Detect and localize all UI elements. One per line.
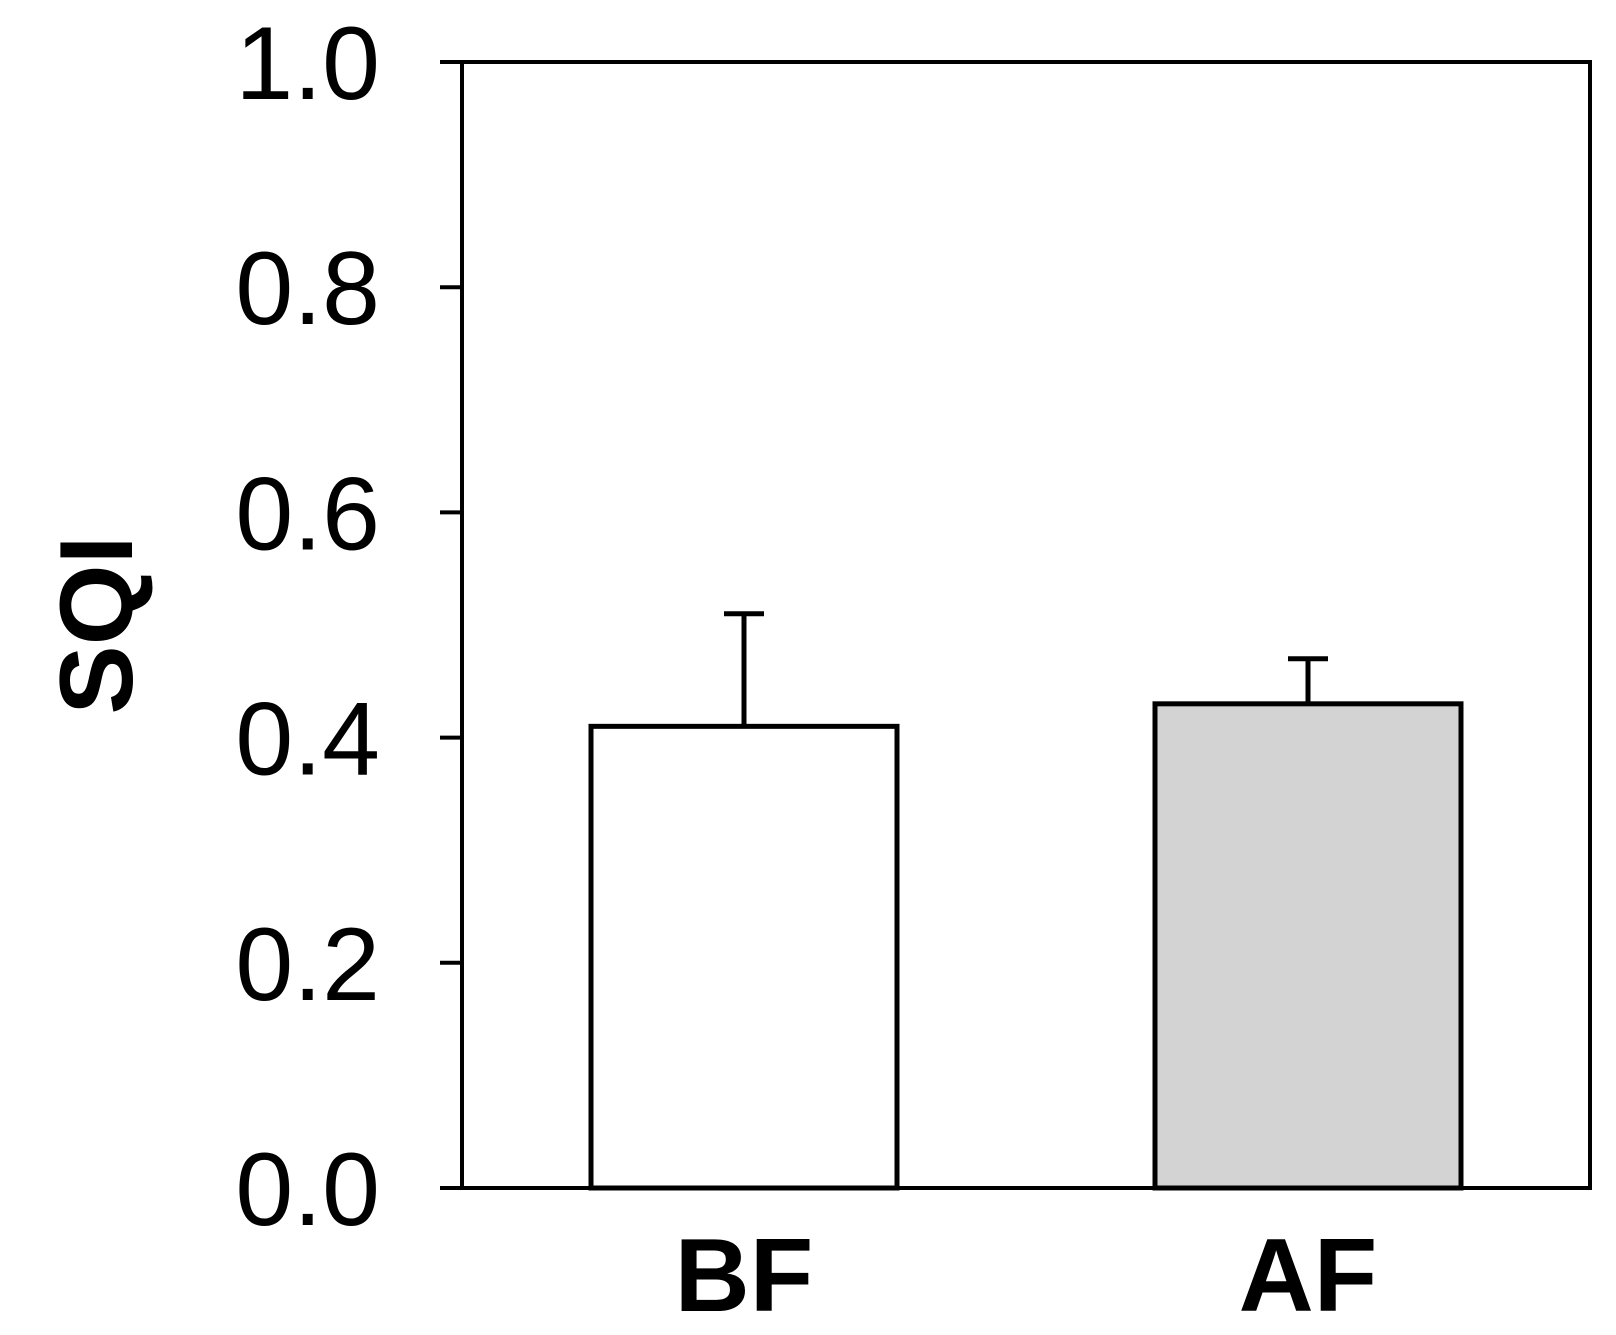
y-axis-ticks: 0.0 0.2 0.4 0.6 0.8 1.0 (235, 6, 462, 1248)
y-tick-label: 1.0 (235, 6, 380, 122)
category-label-bf: BF (675, 1218, 814, 1334)
x-axis-labels: BF AF (675, 1218, 1378, 1334)
y-tick-label: 0.2 (235, 907, 380, 1023)
y-tick-label: 0.0 (235, 1132, 380, 1248)
y-tick-label: 0.6 (235, 456, 380, 572)
plot-frame (460, 60, 1592, 1190)
y-axis-title: SQI (39, 535, 155, 714)
bar-bf (588, 723, 900, 1191)
bar-group (588, 611, 1464, 1191)
bar-af (1152, 701, 1464, 1191)
category-label-af: AF (1239, 1218, 1378, 1334)
y-tick-label: 0.4 (235, 682, 380, 798)
y-tick-label: 0.8 (235, 231, 380, 347)
